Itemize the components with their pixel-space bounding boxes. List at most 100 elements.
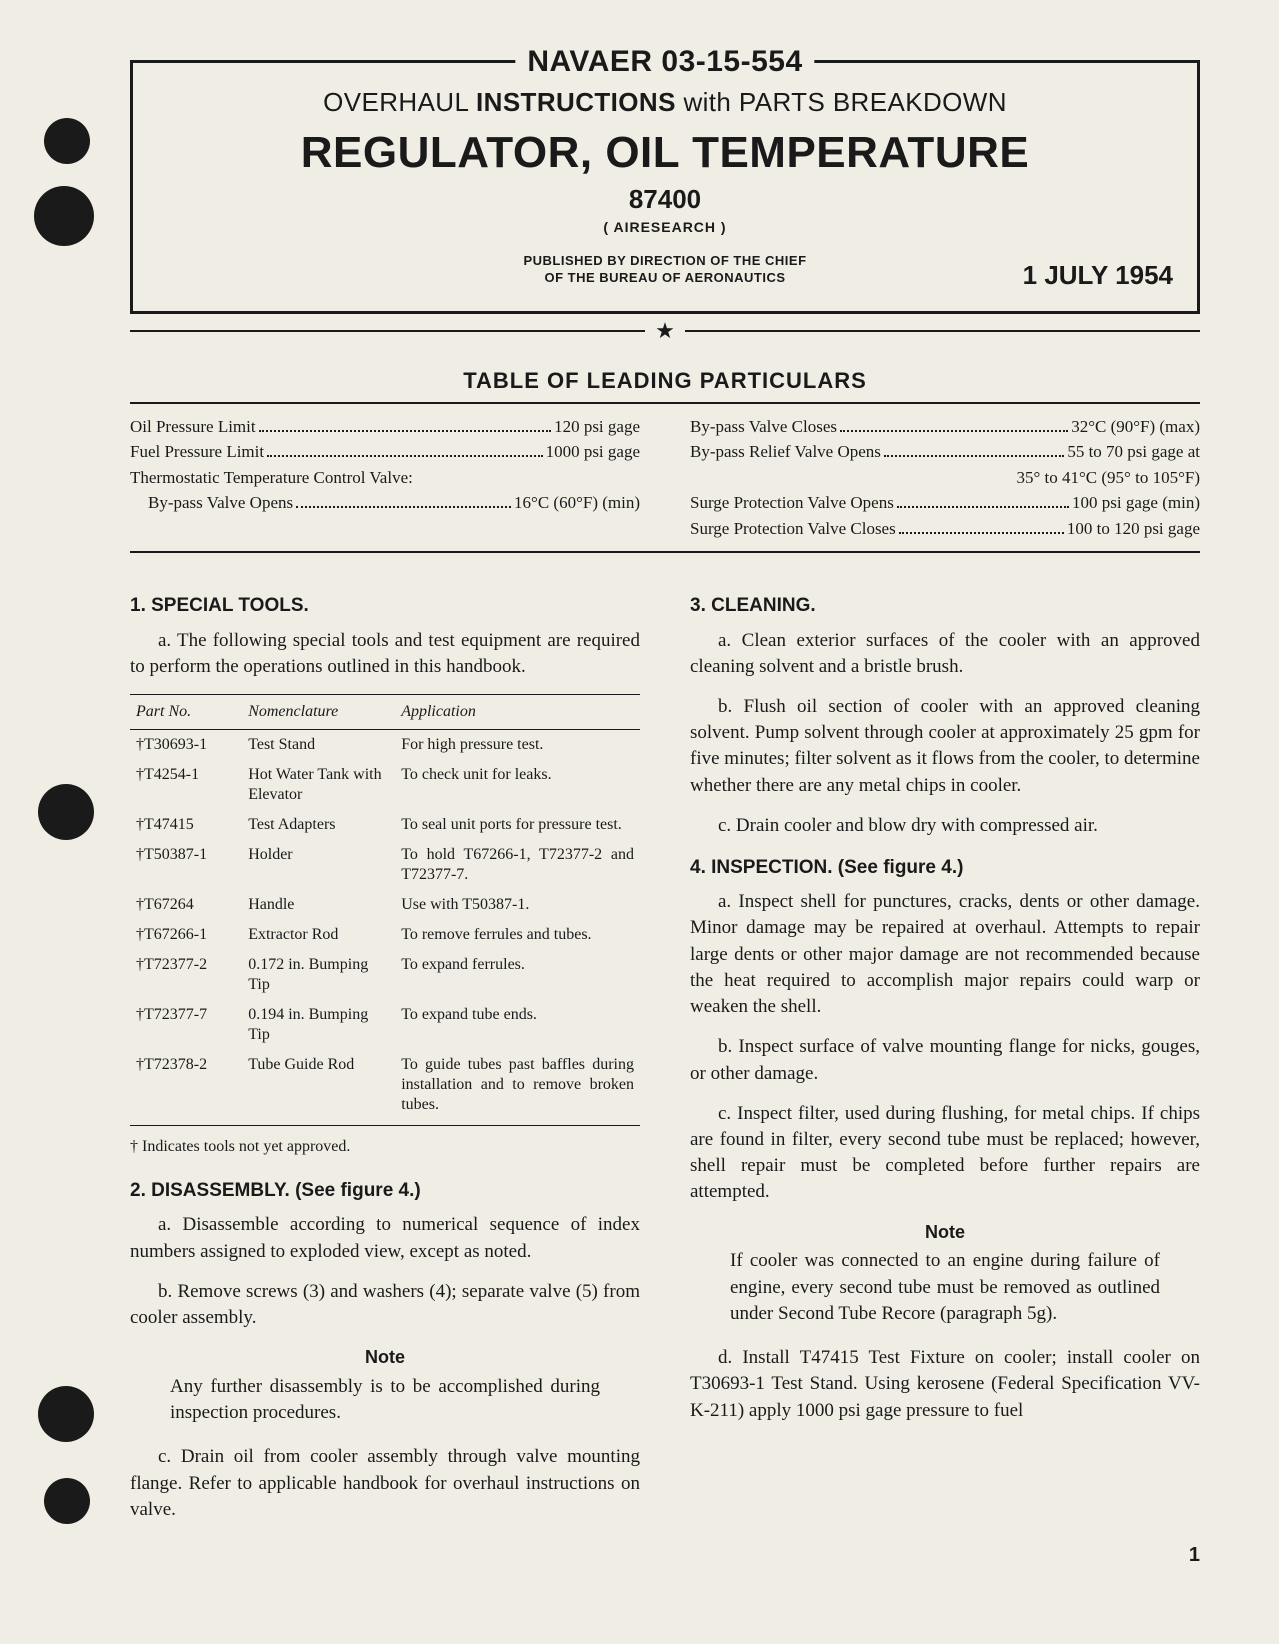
section-4-a: a. Inspect shell for punctures, cracks, … [690,889,1200,1020]
section-4-head: 4. INSPECTION. (See figure 4.) [690,855,1200,881]
punch-hole [44,1478,90,1524]
particular-label: Surge Protection Valve Closes [690,516,896,542]
published-line-2: OF THE BUREAU OF AERONAUTICS [544,270,785,285]
subtitle-suffix: with PARTS BREAKDOWN [676,87,1007,117]
tools-table: Part No. Nomenclature Application †T3069… [130,694,640,1126]
header-box: NAVAER 03-15-554 OVERHAUL INSTRUCTIONS w… [130,60,1200,314]
cell-application: For high pressure test. [395,730,640,761]
cell-nomenclature: Holder [242,840,395,890]
cell-nomenclature: 0.194 in. Bumping Tip [242,1000,395,1050]
leader-dots [296,506,511,508]
section-4-note-head: Note [690,1220,1200,1245]
particular-value: 16°C (60°F) (min) [514,490,640,516]
particular-label: By-pass Relief Valve Opens [690,439,881,465]
cell-part: †T67266-1 [130,920,242,950]
table-row: †T67266-1Extractor RodTo remove ferrules… [130,920,640,950]
published-line-1: PUBLISHED BY DIRECTION OF THE CHIEF [523,253,806,268]
leader-dots [840,430,1068,432]
particular-label: By-pass Valve Closes [690,414,837,440]
cell-application: To expand tube ends. [395,1000,640,1050]
particulars-table: Oil Pressure Limit120 psi gageFuel Press… [130,402,1200,554]
particular-label: Surge Protection Valve Opens [690,490,894,516]
table-row: †T50387-1HolderTo hold T67266-1, T72377-… [130,840,640,890]
cell-part: †T4254-1 [130,760,242,810]
section-3-c: c. Drain cooler and blow dry with compre… [690,813,1200,839]
section-2-c: c. Drain oil from cooler assembly throug… [130,1444,640,1523]
particular-row: Oil Pressure Limit120 psi gage [130,414,640,440]
cell-part: †T47415 [130,810,242,840]
cell-part: †T72377-7 [130,1000,242,1050]
punch-hole [38,1386,94,1442]
leader-dots [267,455,542,457]
cell-nomenclature: Test Adapters [242,810,395,840]
section-3-b: b. Flush oil section of cooler with an a… [690,694,1200,799]
star-rule: ★ [130,320,1200,342]
punch-hole [44,118,90,164]
section-2-head: 2. DISASSEMBLY. (See figure 4.) [130,1178,640,1204]
table-row: †T72378-2Tube Guide RodTo guide tubes pa… [130,1050,640,1126]
cell-part: †T50387-1 [130,840,242,890]
table-row: †T47415Test AdaptersTo seal unit ports f… [130,810,640,840]
particular-value-cont: 35° to 41°C (95° to 105°F) [690,465,1200,491]
section-2-a: a. Disassemble according to numerical se… [130,1212,640,1264]
section-2-b: b. Remove screws (3) and washers (4); se… [130,1279,640,1331]
published-by: PUBLISHED BY DIRECTION OF THE CHIEF OF T… [161,253,1169,287]
particulars-title: TABLE OF LEADING PARTICULARS [130,368,1200,394]
column-right: 3. CLEANING. a. Clean exterior surfaces … [690,593,1200,1523]
cell-nomenclature: Test Stand [242,730,395,761]
content-columns: 1. SPECIAL TOOLS. a. The following speci… [130,593,1200,1523]
cell-application: To remove ferrules and tubes. [395,920,640,950]
table-row: †T72377-20.172 in. Bumping TipTo expand … [130,950,640,1000]
leader-dots [899,532,1064,534]
particular-value: 55 to 70 psi gage at [1067,439,1200,465]
section-3-a: a. Clean exterior surfaces of the cooler… [690,628,1200,680]
page-number: 1 [1189,1544,1200,1567]
section-1-head: 1. SPECIAL TOOLS. [130,593,640,619]
cell-application: To check unit for leaks. [395,760,640,810]
table-row: †T72377-70.194 in. Bumping TipTo expand … [130,1000,640,1050]
section-4-c: c. Inspect filter, used during flushing,… [690,1101,1200,1206]
cell-application: To expand ferrules. [395,950,640,1000]
subtitle: OVERHAUL INSTRUCTIONS with PARTS BREAKDO… [161,87,1169,118]
cell-nomenclature: Hot Water Tank with Elevator [242,760,395,810]
cell-application: To guide tubes past baffles during insta… [395,1050,640,1126]
cell-application: To hold T67266-1, T72377-2 and T72377-7. [395,840,640,890]
particular-row: Surge Protection Valve Closes100 to 120 … [690,516,1200,542]
cell-part: †T72378-2 [130,1050,242,1126]
th-application: Application [395,694,640,729]
page: NAVAER 03-15-554 OVERHAUL INSTRUCTIONS w… [130,60,1200,1523]
tools-header-row: Part No. Nomenclature Application [130,694,640,729]
particular-value: 100 psi gage (min) [1072,490,1200,516]
rule-left [130,330,645,332]
subtitle-prefix: OVERHAUL [323,87,476,117]
particular-label: By-pass Valve Opens [148,490,293,516]
star-icon: ★ [655,320,675,342]
doc-number: NAVAER 03-15-554 [515,45,814,79]
particular-row: By-pass Relief Valve Opens 55 to 70 psi g… [690,439,1200,465]
particular-row: Surge Protection Valve Opens 100 psi gage… [690,490,1200,516]
column-left: 1. SPECIAL TOOLS. a. The following speci… [130,593,640,1523]
subtitle-bold: INSTRUCTIONS [476,87,676,117]
cell-nomenclature: Extractor Rod [242,920,395,950]
particular-value: 32°C (90°F) (max) [1071,414,1200,440]
th-nomenclature: Nomenclature [242,694,395,729]
leader-dots [884,455,1064,457]
tools-footnote: † Indicates tools not yet approved. [130,1136,640,1158]
section-2-note: Any further disassembly is to be accompl… [170,1374,600,1426]
cell-application: Use with T50387-1. [395,890,640,920]
table-row: †T67264HandleUse with T50387-1. [130,890,640,920]
particular-row: By-pass Valve Opens 16°C (60°F) (min) [130,490,640,516]
cell-part: †T72377-2 [130,950,242,1000]
particular-value: 120 psi gage [554,414,640,440]
leader-dots [897,506,1069,508]
particulars-col-right: By-pass Valve Closes32°C (90°F) (max)By-… [690,414,1200,542]
table-row: †T4254-1Hot Water Tank with ElevatorTo c… [130,760,640,810]
section-3-head: 3. CLEANING. [690,593,1200,619]
main-title: REGULATOR, OIL TEMPERATURE [161,128,1169,178]
cell-nomenclature: Tube Guide Rod [242,1050,395,1126]
cell-part: †T67264 [130,890,242,920]
particular-label: Thermostatic Temperature Control Valve: [130,465,640,491]
punch-hole [38,784,94,840]
publication-date: 1 JULY 1954 [1023,260,1173,291]
particular-row: Fuel Pressure Limit1000 psi gage [130,439,640,465]
